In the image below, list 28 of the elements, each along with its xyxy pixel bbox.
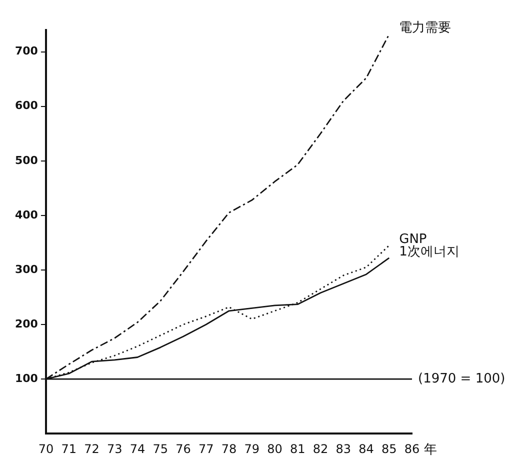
x-tick-label: 72	[84, 442, 100, 456]
y-tick-label: 600	[14, 99, 38, 112]
x-tick-label: 80	[267, 442, 282, 456]
x-tick-label: 76	[176, 442, 191, 456]
y-tick-label: 200	[14, 317, 38, 330]
y-tick-label: 500	[14, 154, 38, 167]
x-axis-title: 年	[424, 442, 437, 458]
y-tick-label: 700	[14, 44, 38, 58]
x-tick-label: 77	[198, 442, 214, 456]
y-tick-label: 100	[14, 372, 38, 385]
x-tick-label: 70	[38, 442, 54, 456]
x-tick-label: 86	[404, 442, 420, 456]
ref-line-label: (1970 = 100)	[418, 371, 506, 386]
x-tick-label: 85	[381, 442, 397, 456]
x-tick-label: 74	[130, 442, 146, 456]
x-tick-label: 81	[290, 442, 306, 456]
x-tick-label: 79	[244, 442, 260, 456]
x-tick-label: 73	[106, 442, 122, 456]
x-tick-label: 78	[221, 442, 237, 456]
x-tick-label: 71	[61, 442, 76, 456]
y-tick-label: 400	[14, 208, 38, 222]
x-tick-label: 83	[336, 442, 352, 456]
y-tick-label: 300	[14, 262, 38, 276]
x-tick-label: 84	[358, 442, 374, 456]
series-label: 1次에너지	[399, 244, 460, 260]
x-tick-label: 75	[152, 442, 168, 456]
x-tick-label: 82	[312, 442, 328, 456]
series-label: 電力需要	[399, 20, 452, 36]
